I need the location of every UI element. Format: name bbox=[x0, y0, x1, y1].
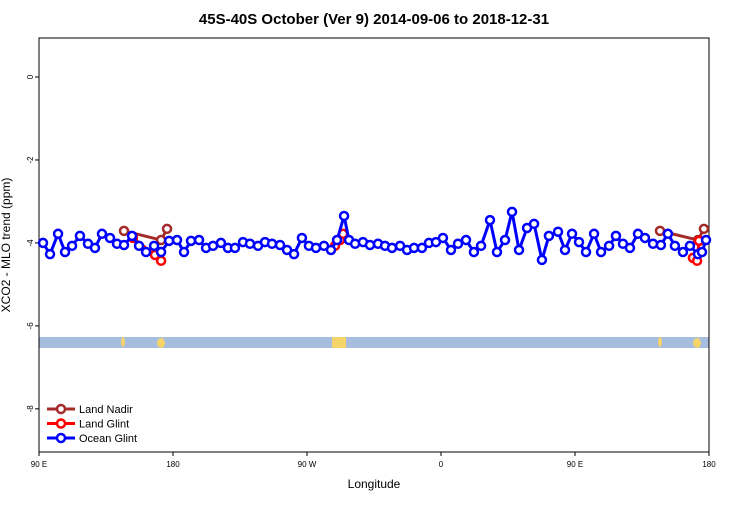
data-point bbox=[96, 228, 108, 240]
data-point bbox=[244, 238, 256, 250]
x-tick-label: 90 E bbox=[567, 460, 583, 469]
land-strip bbox=[39, 337, 709, 348]
y-tick-label: -4 bbox=[26, 239, 35, 247]
data-point bbox=[364, 239, 376, 251]
data-point bbox=[468, 246, 480, 258]
y-axis-label: XCO2 - MLO trend (ppm) bbox=[0, 178, 13, 313]
data-point bbox=[215, 237, 227, 249]
x-tick-label: 90 W bbox=[298, 460, 317, 469]
data-point bbox=[655, 239, 667, 251]
legend-label: Ocean Glint bbox=[79, 433, 137, 445]
x-tick-label: 180 bbox=[166, 460, 180, 469]
land bbox=[157, 338, 165, 348]
data-point bbox=[133, 240, 145, 252]
data-point bbox=[603, 240, 615, 252]
legend-marker bbox=[55, 432, 67, 444]
legend-marker bbox=[55, 418, 67, 429]
data-point bbox=[491, 246, 503, 258]
data-point bbox=[296, 232, 308, 244]
data-point bbox=[338, 210, 350, 222]
data-point bbox=[437, 232, 449, 244]
data-point bbox=[44, 248, 56, 260]
legend: Land Nadir Land Glint Ocean Glint bbox=[47, 403, 137, 445]
data-point bbox=[155, 246, 167, 258]
data-point bbox=[310, 242, 322, 254]
data-point bbox=[59, 246, 71, 258]
data-point bbox=[588, 228, 600, 240]
data-point bbox=[677, 246, 689, 258]
data-point bbox=[274, 239, 286, 251]
data-point bbox=[484, 214, 496, 226]
data-point bbox=[460, 234, 472, 246]
y-tick-label: -2 bbox=[26, 156, 35, 164]
data-point bbox=[155, 255, 167, 267]
data-point bbox=[140, 246, 152, 258]
data-point bbox=[506, 206, 518, 218]
data-point bbox=[185, 235, 197, 247]
data-point bbox=[126, 230, 138, 242]
data-point bbox=[475, 240, 487, 252]
data-point bbox=[331, 234, 343, 246]
data-point bbox=[161, 223, 173, 235]
data-point bbox=[266, 238, 278, 250]
data-point bbox=[171, 234, 183, 246]
data-point bbox=[118, 225, 130, 237]
data-point bbox=[595, 246, 607, 258]
data-point bbox=[662, 228, 674, 240]
data-point bbox=[118, 239, 130, 251]
data-point bbox=[416, 242, 428, 254]
chart-title: 45S-40S October (Ver 9) 2014-09-06 to 20… bbox=[199, 11, 549, 28]
data-point bbox=[696, 246, 708, 258]
data-point bbox=[566, 228, 578, 240]
data-point bbox=[684, 240, 696, 252]
data-point bbox=[325, 244, 337, 256]
data-point bbox=[66, 240, 78, 252]
x-tick-label: 180 bbox=[702, 460, 716, 469]
data-point bbox=[445, 244, 457, 256]
data-point bbox=[104, 232, 116, 244]
data-point bbox=[559, 244, 571, 256]
data-point bbox=[573, 236, 585, 248]
land bbox=[658, 337, 662, 347]
land bbox=[693, 338, 701, 348]
data-point bbox=[513, 244, 525, 256]
data-point bbox=[386, 242, 398, 254]
data-point bbox=[74, 230, 86, 242]
data-point bbox=[669, 240, 681, 252]
legend-label: Land Glint bbox=[79, 419, 129, 431]
y-tick-label: 0 bbox=[26, 74, 35, 79]
data-point bbox=[148, 240, 160, 252]
legend-marker bbox=[55, 403, 67, 415]
y-tick-label: -8 bbox=[26, 405, 35, 413]
data-point bbox=[700, 234, 712, 246]
data-point bbox=[178, 246, 190, 258]
x-tick-label: 90 E bbox=[31, 460, 47, 469]
data-point bbox=[52, 228, 64, 240]
x-tick-label: 0 bbox=[439, 460, 444, 469]
data-point bbox=[552, 226, 564, 237]
x-axis-label: Longitude bbox=[348, 477, 401, 491]
land bbox=[121, 337, 125, 347]
data-point bbox=[610, 230, 622, 242]
data-point bbox=[639, 232, 651, 244]
data-point bbox=[698, 223, 710, 235]
data-point bbox=[288, 248, 300, 260]
data-point bbox=[37, 237, 49, 249]
data-point bbox=[499, 234, 511, 246]
data-point bbox=[536, 254, 548, 266]
land bbox=[332, 337, 346, 348]
data-point bbox=[89, 242, 101, 254]
data-point bbox=[543, 230, 555, 242]
data-point bbox=[229, 242, 241, 254]
data-point bbox=[580, 246, 592, 258]
ocean-band bbox=[39, 337, 709, 348]
data-point bbox=[528, 218, 540, 230]
data-point bbox=[452, 238, 464, 250]
data-point bbox=[624, 242, 636, 254]
y-tick-label: -6 bbox=[26, 322, 35, 330]
data-point bbox=[193, 234, 205, 246]
legend-label: Land Nadir bbox=[79, 404, 133, 416]
